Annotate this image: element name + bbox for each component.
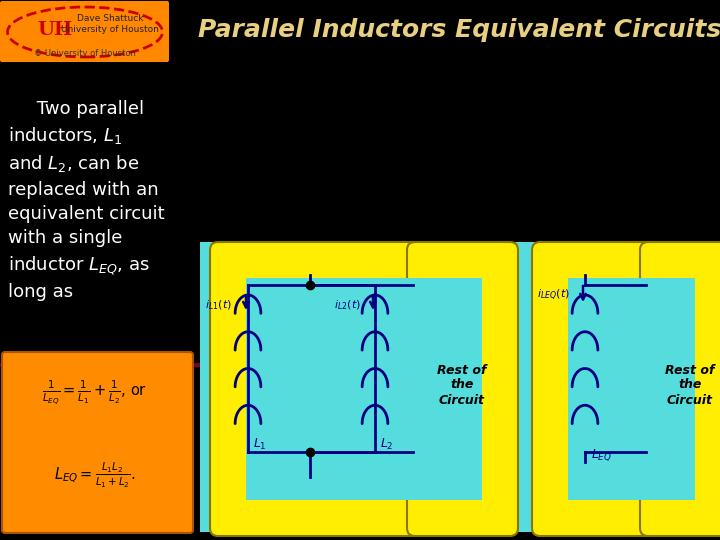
- FancyBboxPatch shape: [407, 242, 518, 536]
- Text: © University of Houston: © University of Houston: [34, 50, 136, 58]
- Text: $i_{LEQ}(t)$: $i_{LEQ}(t)$: [536, 287, 570, 302]
- FancyBboxPatch shape: [2, 352, 193, 533]
- Ellipse shape: [508, 352, 611, 378]
- Ellipse shape: [481, 352, 579, 379]
- Ellipse shape: [432, 339, 628, 392]
- Ellipse shape: [544, 356, 616, 374]
- Ellipse shape: [520, 350, 640, 380]
- Text: $i_{L2}(t)$: $i_{L2}(t)$: [333, 298, 361, 312]
- Ellipse shape: [404, 331, 656, 399]
- FancyBboxPatch shape: [210, 242, 421, 536]
- Text: $\frac{1}{L_{EQ}} = \frac{1}{L_1} + \frac{1}{L_2}$, or: $\frac{1}{L_{EQ}} = \frac{1}{L_1} + \fra…: [42, 379, 148, 407]
- Ellipse shape: [550, 357, 610, 373]
- Text: $L_{EQ}$: $L_{EQ}$: [591, 447, 612, 463]
- Text: Parallel Inductors Equivalent Circuits: Parallel Inductors Equivalent Circuits: [199, 18, 720, 42]
- Ellipse shape: [390, 327, 670, 403]
- Ellipse shape: [355, 318, 705, 413]
- Text: Rest of
the
Circuit: Rest of the Circuit: [437, 363, 487, 407]
- Ellipse shape: [523, 363, 537, 367]
- FancyBboxPatch shape: [200, 242, 715, 532]
- Ellipse shape: [568, 362, 592, 368]
- Text: Rest of
the
Circuit: Rest of the Circuit: [665, 363, 715, 407]
- Ellipse shape: [538, 354, 622, 375]
- Ellipse shape: [439, 340, 621, 390]
- Text: UH: UH: [37, 21, 73, 39]
- Ellipse shape: [418, 335, 642, 395]
- Ellipse shape: [453, 344, 607, 386]
- Ellipse shape: [553, 363, 567, 367]
- Ellipse shape: [467, 348, 593, 382]
- Ellipse shape: [411, 333, 649, 397]
- Ellipse shape: [538, 360, 582, 370]
- Text: $L_{EQ} = \frac{L_1 L_2}{L_1 + L_2}$.: $L_{EQ} = \frac{L_1 L_2}{L_1 + L_2}$.: [54, 461, 136, 490]
- Ellipse shape: [531, 357, 590, 373]
- Ellipse shape: [523, 356, 597, 374]
- Ellipse shape: [446, 342, 614, 388]
- Ellipse shape: [574, 363, 586, 367]
- Ellipse shape: [450, 338, 670, 393]
- Ellipse shape: [545, 361, 575, 369]
- Ellipse shape: [562, 361, 598, 369]
- FancyBboxPatch shape: [395, 278, 482, 500]
- Ellipse shape: [369, 321, 691, 409]
- Ellipse shape: [516, 354, 604, 376]
- Text: $L_1$: $L_1$: [253, 437, 266, 452]
- Text: Dave Shattuck
University of Houston: Dave Shattuck University of Houston: [61, 14, 159, 33]
- Ellipse shape: [526, 352, 634, 379]
- Ellipse shape: [494, 348, 626, 381]
- Ellipse shape: [457, 339, 662, 390]
- FancyBboxPatch shape: [246, 278, 433, 500]
- Ellipse shape: [460, 346, 600, 384]
- FancyBboxPatch shape: [532, 242, 658, 536]
- Ellipse shape: [487, 347, 634, 383]
- Ellipse shape: [532, 353, 628, 377]
- Ellipse shape: [495, 355, 565, 375]
- Ellipse shape: [516, 361, 544, 369]
- FancyBboxPatch shape: [568, 278, 670, 500]
- Ellipse shape: [464, 341, 655, 389]
- Ellipse shape: [501, 350, 618, 380]
- Ellipse shape: [474, 350, 586, 380]
- Text: $i_{L1}(t)$: $i_{L1}(t)$: [204, 298, 231, 312]
- Text: Two parallel
inductors, $L_1$
and $L_2$, can be
replaced with an
equivalent circ: Two parallel inductors, $L_1$ and $L_2$,…: [8, 100, 165, 301]
- Ellipse shape: [472, 343, 648, 387]
- Ellipse shape: [509, 359, 551, 370]
- Ellipse shape: [556, 359, 604, 371]
- Ellipse shape: [376, 323, 684, 407]
- Ellipse shape: [488, 354, 572, 376]
- FancyBboxPatch shape: [640, 242, 720, 536]
- Ellipse shape: [397, 329, 663, 401]
- Ellipse shape: [425, 336, 635, 394]
- Ellipse shape: [480, 345, 641, 385]
- Text: $L_2$: $L_2$: [380, 437, 394, 452]
- FancyBboxPatch shape: [628, 278, 695, 500]
- Ellipse shape: [362, 319, 698, 410]
- Ellipse shape: [502, 357, 558, 373]
- FancyBboxPatch shape: [0, 1, 169, 62]
- Ellipse shape: [383, 325, 677, 405]
